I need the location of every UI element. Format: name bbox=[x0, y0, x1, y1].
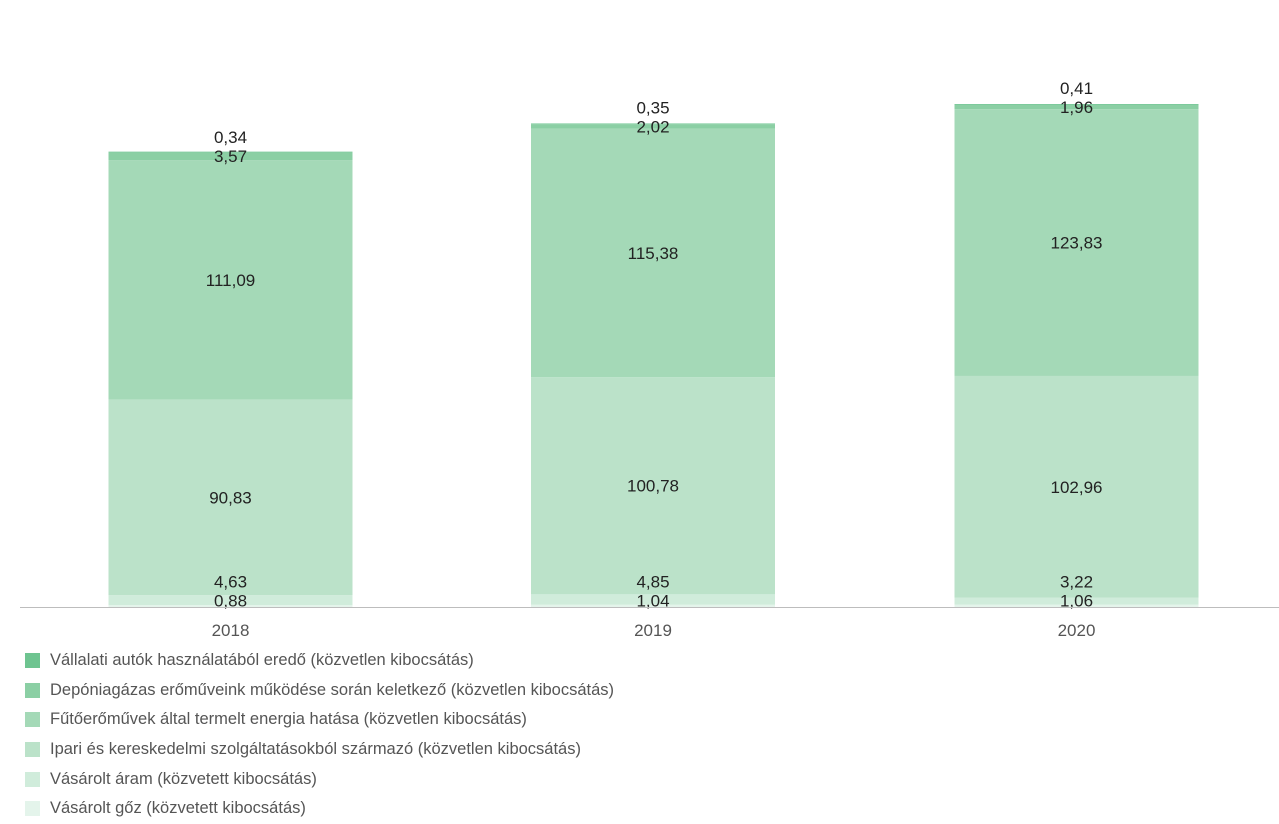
data-label: 1,06 bbox=[1060, 592, 1093, 611]
bar-segment bbox=[108, 152, 353, 161]
bar-stack-2019: 1,044,85 100,78 115,38 2,020,35 bbox=[531, 98, 775, 611]
legend-label: Fűtőerőművek által termelt energia hatás… bbox=[50, 710, 527, 729]
data-label: 0,41 bbox=[1060, 79, 1093, 98]
bar-segment bbox=[531, 124, 775, 129]
data-label: 4,63 bbox=[214, 573, 247, 592]
x-tick-label: 2020 bbox=[1058, 621, 1096, 640]
bar-segment bbox=[954, 109, 1199, 376]
data-label: 0,34 bbox=[214, 128, 247, 147]
bar-stack-2020: 1,063,22 102,96 123,83 1,960,41 bbox=[954, 79, 1199, 611]
legend-item: Vásárolt gőz (közvetett kibocsátás) bbox=[25, 794, 614, 824]
legend-item: Depóniagázas erőműveink működése során k… bbox=[25, 676, 614, 706]
bar-segment bbox=[531, 128, 775, 378]
data-label: 0,88 bbox=[214, 592, 247, 611]
x-tick-label: 2018 bbox=[212, 621, 250, 640]
bars-group: 0,884,63 90,83 111,09 3,570,34 1,044,85 100,7… bbox=[108, 79, 1199, 611]
legend-item: Ipari és kereskedelmi szolgáltatásokból … bbox=[25, 735, 614, 765]
legend-swatch bbox=[25, 771, 40, 787]
bar-segment bbox=[531, 604, 775, 607]
bar-segment bbox=[954, 604, 1199, 607]
bar-segment bbox=[108, 160, 353, 400]
data-label: 1,96 bbox=[1060, 98, 1093, 117]
data-label: 3,22 bbox=[1060, 573, 1093, 592]
bar-segment bbox=[531, 594, 775, 605]
bar-segment bbox=[954, 104, 1199, 105]
data-label: 3,57 bbox=[214, 147, 247, 166]
legend-swatch bbox=[25, 682, 40, 698]
legend-swatch bbox=[25, 712, 40, 728]
bar-segment bbox=[108, 151, 353, 153]
legend-item: Fűtőerőművek által termelt energia hatás… bbox=[25, 705, 614, 735]
data-label: 100,78 bbox=[627, 477, 679, 496]
bar-stack-2018: 0,884,63 90,83 111,09 3,570,34 bbox=[108, 128, 353, 611]
legend-item: Vállalati autók használatából eredő (köz… bbox=[25, 646, 614, 676]
data-label: 0,35 bbox=[636, 98, 669, 117]
category-labels-group: 2018 2019 2020 bbox=[212, 621, 1096, 640]
x-tick-label: 2019 bbox=[634, 621, 672, 640]
data-label: 1,04 bbox=[636, 592, 669, 611]
bar-segment bbox=[531, 377, 775, 595]
bar-segment bbox=[108, 399, 353, 596]
data-label: 115,38 bbox=[628, 244, 679, 263]
bar-segment bbox=[531, 123, 775, 125]
legend: Vállalati autók használatából eredő (köz… bbox=[25, 646, 614, 824]
legend-label: Vásárolt áram (közvetett kibocsátás) bbox=[50, 769, 317, 788]
legend-label: Ipari és kereskedelmi szolgáltatásokból … bbox=[50, 740, 581, 759]
data-label: 102,96 bbox=[1051, 478, 1103, 497]
legend-swatch bbox=[25, 742, 40, 758]
legend-item: Vásárolt áram (közvetett kibocsátás) bbox=[25, 764, 614, 794]
data-label: 123,83 bbox=[1051, 234, 1103, 253]
bar-segment bbox=[954, 597, 1199, 605]
bar-segment bbox=[954, 375, 1199, 598]
data-label: 90,83 bbox=[209, 488, 252, 507]
bar-segment bbox=[108, 595, 353, 606]
bar-segment bbox=[108, 605, 353, 607]
data-label: 4,85 bbox=[636, 573, 669, 592]
legend-swatch bbox=[25, 801, 40, 817]
legend-label: Vállalati autók használatából eredő (köz… bbox=[50, 651, 474, 670]
legend-swatch bbox=[25, 653, 40, 669]
stacked-bar-chart: 0,884,63 90,83 111,09 3,570,34 1,044,85 100,7… bbox=[20, 79, 1279, 640]
data-label: 2,02 bbox=[636, 117, 669, 136]
legend-label: Depóniagázas erőműveink működése során k… bbox=[50, 680, 615, 699]
data-label: 111,09 bbox=[206, 271, 255, 290]
bar-segment bbox=[954, 104, 1199, 110]
legend-label: Vásárolt gőz (közvetett kibocsátás) bbox=[50, 799, 306, 818]
